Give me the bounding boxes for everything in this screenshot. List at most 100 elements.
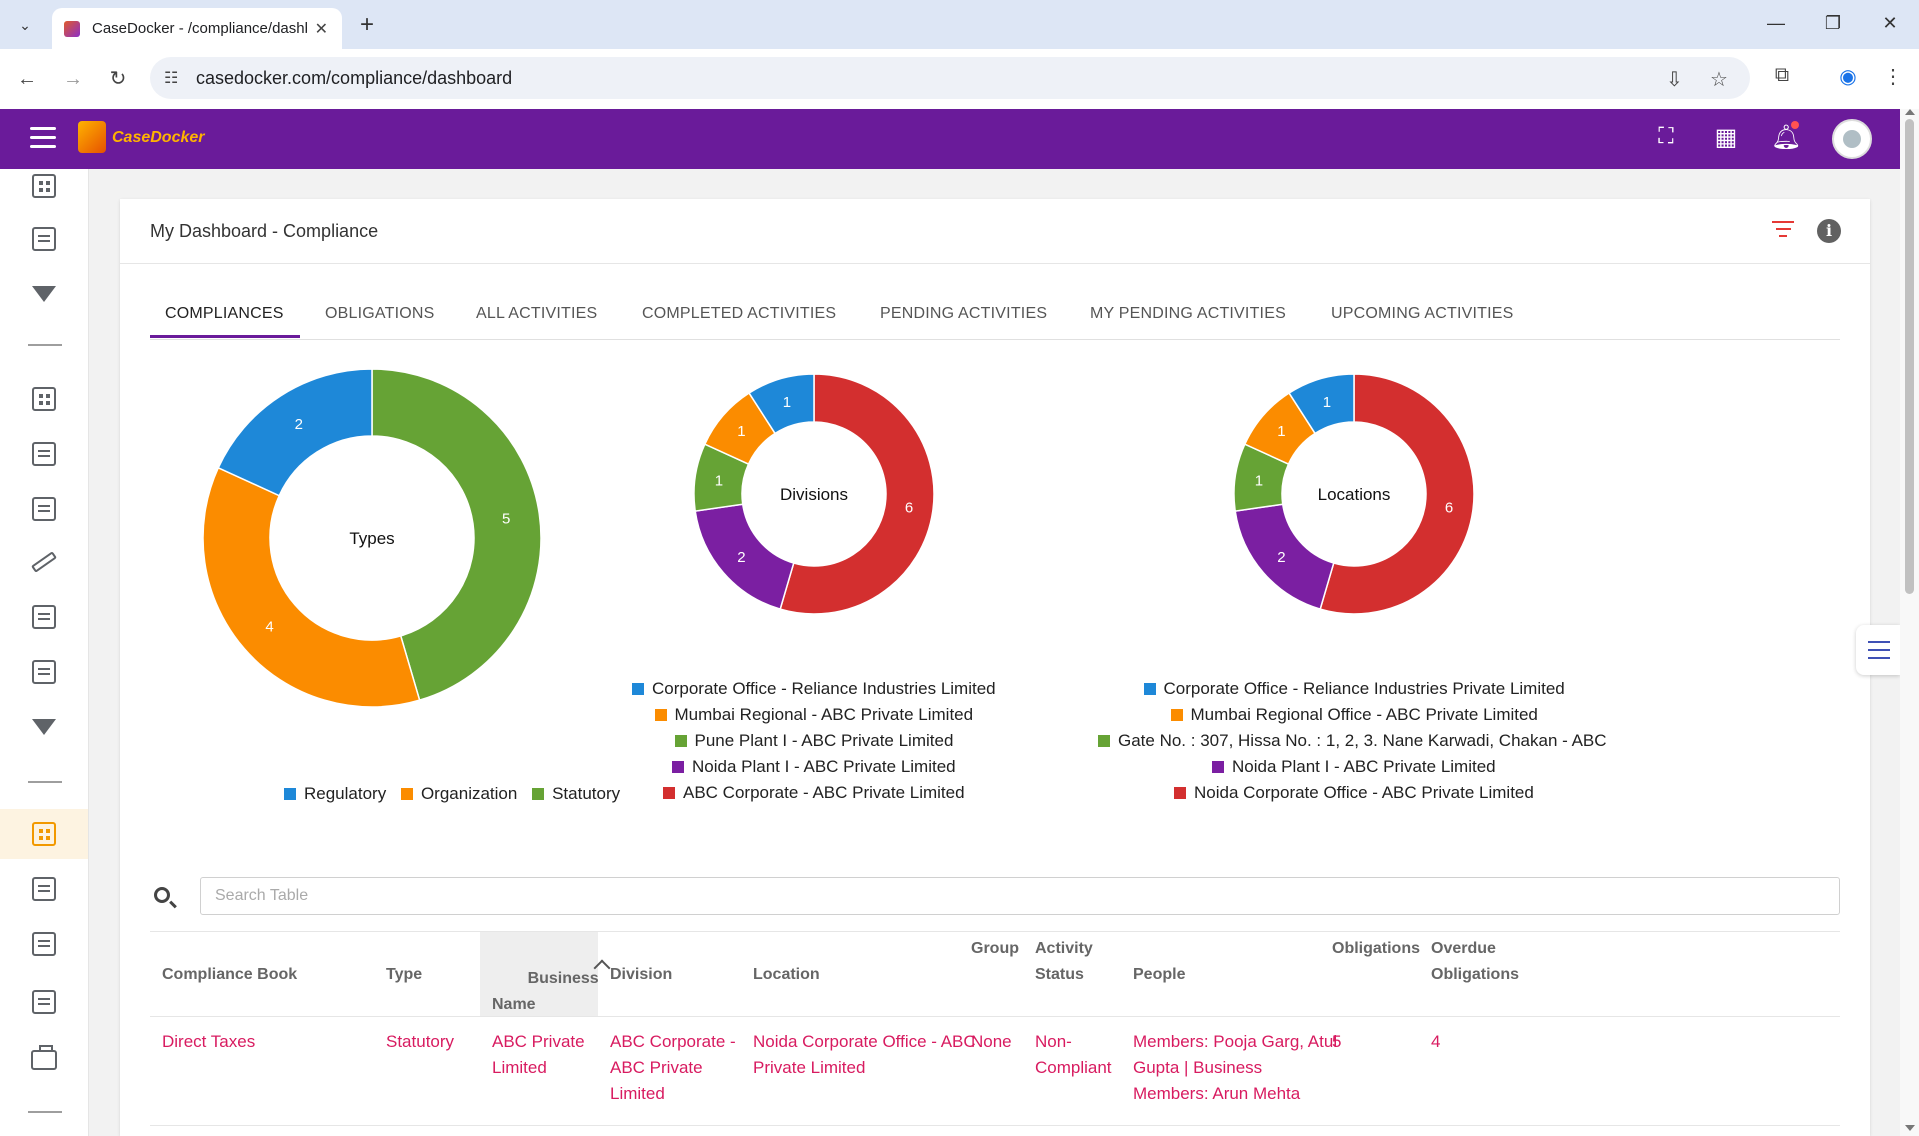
profile-icon[interactable]: ◉ (1839, 66, 1857, 88)
slice-value-label: 6 (1445, 500, 1453, 517)
sidebar-item-compliance-reports[interactable] (0, 977, 88, 1027)
donut-slice-0-2[interactable] (371, 368, 542, 702)
donut-slice-1-0[interactable] (748, 373, 815, 435)
th-group[interactable]: Group (971, 940, 1019, 957)
th-activity-status[interactable]: Activity Status (1035, 940, 1093, 983)
info-icon[interactable]: i (1817, 219, 1841, 243)
legend-item[interactable]: Mumbai Regional - ABC Private Limited (654, 702, 973, 728)
sidebar-item-organization[interactable] (0, 169, 88, 211)
sidebar (0, 169, 89, 1136)
tab-pending-activities[interactable]: PENDING ACTIVITIES (880, 305, 1048, 322)
forward-arrow-icon[interactable]: → (63, 68, 83, 90)
th-overdue-obligations[interactable]: Overdue Obligations (1431, 940, 1519, 983)
tab-all-activities[interactable]: ALL ACTIVITIES (476, 305, 598, 322)
sidebar-item-compliance-dashboard[interactable] (0, 374, 88, 424)
legend-swatch (284, 788, 296, 800)
filter-icon[interactable] (1772, 221, 1794, 242)
th-location[interactable]: Location (753, 966, 820, 983)
legend-item[interactable]: Corporate Office - Reliance Industries L… (632, 676, 996, 702)
sidebar-item-filter-settings[interactable] (0, 269, 88, 319)
donut-slice-2-4[interactable] (1319, 373, 1475, 615)
legend-item[interactable]: Noida Plant I - ABC Private Limited (1212, 754, 1496, 780)
tab-close-icon[interactable]: ✕ (314, 20, 328, 38)
sidebar-item-edit-docs[interactable] (0, 429, 88, 479)
legend-item-statutory[interactable]: Statutory (532, 784, 620, 803)
legend-item-regulatory[interactable]: Regulatory (284, 784, 386, 803)
reload-icon[interactable]: ↻ (109, 68, 127, 90)
cell-type[interactable]: Statutory (386, 1032, 455, 1051)
cell-people[interactable]: Members: Pooja Garg, Atul Gupta | Busine… (1133, 1032, 1338, 1103)
sidebar-item-compliance-active[interactable] (0, 809, 88, 859)
legend-item[interactable]: Noida Plant I - ABC Private Limited (672, 754, 956, 780)
sidebar-item-filter-settings-2[interactable] (0, 702, 88, 752)
slice-value-label: 6 (905, 500, 913, 517)
site-info-icon[interactable]: ☷ (164, 70, 179, 87)
address-url[interactable]: casedocker.com/compliance/dashboard (196, 68, 513, 88)
cell-division[interactable]: ABC Corporate - ABC Private Limited (610, 1032, 736, 1103)
user-avatar[interactable] (1832, 119, 1872, 159)
menu-hamburger-icon[interactable] (30, 127, 56, 154)
restore-button[interactable]: ❐ (1824, 13, 1842, 33)
sidebar-item-documents[interactable] (0, 214, 88, 264)
th-people[interactable]: People (1133, 966, 1186, 983)
sidebar-item-sign[interactable] (0, 537, 88, 587)
install-app-icon[interactable]: ⇩ (1666, 69, 1683, 91)
tab-search-chevron-icon[interactable]: ⌄ (19, 16, 31, 33)
sidebar-item-secure-folder[interactable] (0, 484, 88, 534)
slice-value-label: 1 (1277, 423, 1285, 440)
sidebar-item-tasks[interactable] (0, 592, 88, 642)
sidebar-item-reports[interactable] (0, 647, 88, 697)
sidebar-item-cases[interactable] (0, 1035, 88, 1085)
th-compliance-book[interactable]: Compliance Book (162, 966, 298, 983)
legend-item[interactable]: Pune Plant I - ABC Private Limited (674, 728, 953, 754)
tab-completed-activities[interactable]: COMPLETED ACTIVITIES (642, 305, 837, 322)
donut-slice-0-0[interactable] (217, 368, 373, 497)
cell-business-name[interactable]: ABC Private Limited (492, 1032, 585, 1077)
back-arrow-icon[interactable]: ← (17, 68, 37, 90)
sidebar-item-compliance-tasks[interactable] (0, 919, 88, 969)
page-scrollbar[interactable] (1900, 109, 1919, 1136)
new-tab-button[interactable]: + (359, 11, 374, 38)
legend-item[interactable]: Mumbai Regional Office - ABC Private Lim… (1170, 702, 1538, 728)
tab-compliances[interactable]: COMPLIANCES (165, 305, 284, 322)
cell-location[interactable]: Noida Corporate Office - ABC Private Lim… (753, 1032, 976, 1077)
th-division[interactable]: Division (610, 966, 673, 983)
cell-obligations[interactable]: 5 (1332, 1032, 1342, 1051)
customize-panel-toggle[interactable] (1856, 625, 1900, 675)
sidebar-item-compliance-edit[interactable] (0, 864, 88, 914)
th-business-name[interactable]: Business Name (480, 932, 611, 1016)
bookmark-star-icon[interactable]: ☆ (1710, 69, 1728, 91)
donut-slice-0-1[interactable] (202, 466, 421, 708)
scroll-down-arrow-icon[interactable] (1905, 1125, 1915, 1131)
legend-item[interactable]: Noida Corporate Office - ABC Private Lim… (1174, 780, 1534, 806)
extensions-icon[interactable]: ⧉ (1774, 64, 1790, 86)
cell-group[interactable]: None (971, 1032, 1012, 1051)
browser-menu-icon[interactable]: ⋮ (1883, 66, 1903, 88)
donut-slice-1-4[interactable] (779, 373, 935, 615)
legend-item[interactable]: Corporate Office - Reliance Industries P… (1143, 676, 1565, 702)
th-type[interactable]: Type (386, 966, 423, 983)
address-bar[interactable]: ☷ casedocker.com/compliance/dashboard ⇩ … (150, 57, 1750, 99)
search-table-input[interactable] (200, 877, 1840, 915)
close-window-button[interactable]: ✕ (1882, 13, 1898, 33)
cell-compliance-book[interactable]: Direct Taxes (162, 1032, 256, 1051)
minimize-button[interactable]: — (1767, 13, 1785, 33)
apps-grid-icon[interactable]: ▦ (1714, 124, 1738, 151)
tab-upcoming-activities[interactable]: UPCOMING ACTIVITIES (1331, 305, 1514, 322)
legend-item[interactable]: Gate No. : 307, Hissa No. : 1, 2, 3. Nan… (1098, 728, 1610, 754)
cell-overdue-obligations[interactable]: 4 (1431, 1032, 1441, 1051)
scroll-up-arrow-icon[interactable] (1905, 109, 1915, 115)
scrollbar-thumb[interactable] (1905, 119, 1914, 594)
tab-obligations[interactable]: OBLIGATIONS (325, 305, 435, 322)
donut-slice-2-0[interactable] (1288, 373, 1355, 435)
app-header: CaseDocker ⛶ ▦ 🔔︎ (0, 109, 1900, 169)
cell-activity-status[interactable]: Non- Compliant (1035, 1032, 1112, 1077)
slice-value-label: 1 (1323, 394, 1331, 411)
legend-item[interactable]: ABC Corporate - ABC Private Limited (663, 780, 965, 806)
browser-tab[interactable]: CaseDocker - /compliance/dashb ✕ (52, 8, 342, 49)
th-obligations[interactable]: Obligations (1332, 940, 1420, 957)
table-row[interactable]: Direct Taxes Statutory ABC Private Limit… (150, 1015, 1840, 1126)
fullscreen-icon[interactable]: ⛶ (1658, 123, 1674, 148)
tab-my-pending-activities[interactable]: MY PENDING ACTIVITIES (1090, 305, 1286, 322)
legend-item-organization[interactable]: Organization (400, 784, 517, 803)
